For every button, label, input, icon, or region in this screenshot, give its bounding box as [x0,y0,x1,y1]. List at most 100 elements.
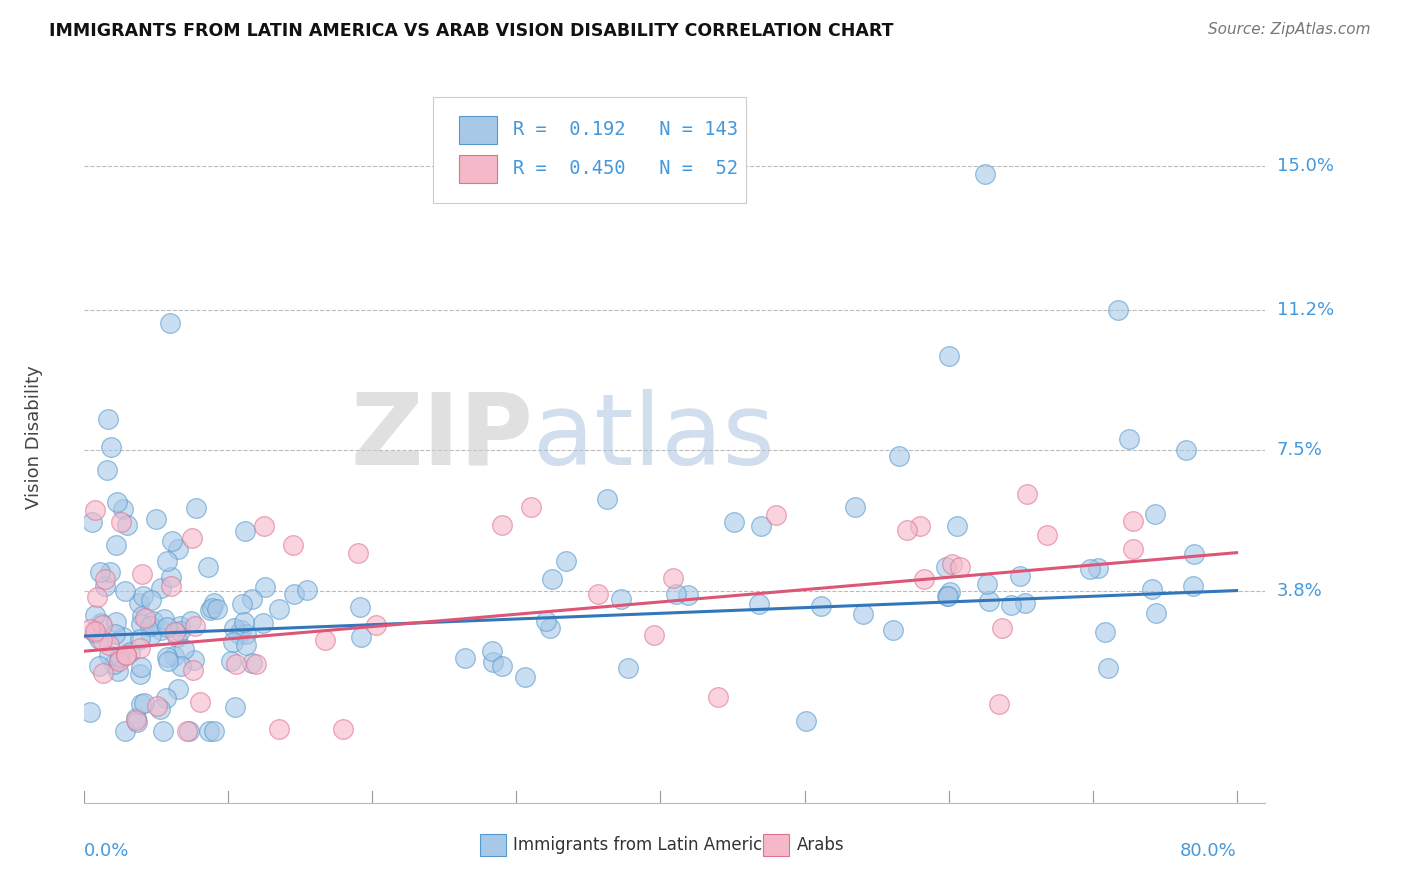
FancyBboxPatch shape [433,97,745,203]
Point [79,622,101,636]
Point [89,659,111,673]
Point [938,349,960,363]
Text: Immigrants from Latin America: Immigrants from Latin America [513,836,772,855]
Point [104,627,127,641]
Point [156,649,179,664]
Point [149,702,172,716]
Point [224,622,246,636]
Point [98,648,121,663]
Point [482,655,505,669]
Text: R =  0.450   N =  52: R = 0.450 N = 52 [513,159,738,178]
Point [1078,562,1101,576]
Point [150,581,173,595]
Point [347,546,370,560]
Point [97,412,120,426]
Point [156,554,179,568]
Point [131,567,153,582]
Point [201,601,224,615]
Point [169,618,191,632]
Point [188,695,211,709]
Point [167,682,190,697]
Point [976,577,998,591]
Point [852,607,875,622]
Point [1094,625,1116,640]
Point [138,618,160,632]
Point [181,663,204,677]
Point [111,502,134,516]
Point [349,600,371,615]
Point [235,638,257,652]
Point [588,587,610,601]
Point [125,714,148,729]
Point [111,630,134,644]
Point [83,624,105,638]
Point [107,665,129,679]
Point [1118,432,1140,446]
Point [1122,541,1144,556]
Point [991,621,1014,635]
Point [1144,607,1167,621]
Point [665,587,688,601]
Point [908,519,931,533]
Point [155,691,177,706]
Point [91,666,114,681]
Point [134,696,156,710]
Point [1010,569,1032,583]
Point [1017,487,1039,501]
Point [1182,579,1205,593]
Point [110,650,132,665]
Point [150,623,173,637]
Point [252,615,274,630]
Text: 80.0%: 80.0% [1180,842,1237,860]
Point [202,723,225,738]
Point [662,571,685,585]
Point [141,593,163,607]
Point [233,615,256,629]
Point [225,657,247,671]
Point [314,633,336,648]
Point [1182,547,1205,561]
Text: 3.8%: 3.8% [1277,582,1322,599]
Point [541,572,564,586]
Point [129,617,152,632]
Point [83,608,105,623]
Point [936,590,959,604]
Text: IMMIGRANTS FROM LATIN AMERICA VS ARAB VISION DISABILITY CORRELATION CHART: IMMIGRANTS FROM LATIN AMERICA VS ARAB VI… [49,22,894,40]
Point [609,591,631,606]
Point [163,624,186,639]
Point [596,491,619,506]
Text: ZIP: ZIP [350,389,533,485]
Point [882,623,904,637]
Point [796,714,818,728]
Point [169,624,191,638]
Point [844,500,866,515]
Text: 15.0%: 15.0% [1277,157,1333,175]
Point [105,615,128,630]
Point [198,723,221,738]
Point [295,583,318,598]
Point [332,722,354,736]
Point [538,621,561,635]
Point [170,659,193,673]
Point [453,650,475,665]
Point [179,723,201,738]
Point [643,628,665,642]
Point [205,602,228,616]
Point [269,602,291,616]
Point [1108,303,1130,318]
Text: 11.2%: 11.2% [1277,301,1334,319]
Point [235,627,257,641]
Point [1175,443,1198,458]
Point [240,592,263,607]
Point [946,519,969,533]
Point [110,516,132,530]
Point [91,633,114,648]
Point [98,565,121,579]
Point [156,654,179,668]
Point [481,644,503,658]
Point [131,609,153,624]
FancyBboxPatch shape [479,834,506,856]
Point [219,654,242,668]
Point [183,653,205,667]
Point [152,723,174,738]
